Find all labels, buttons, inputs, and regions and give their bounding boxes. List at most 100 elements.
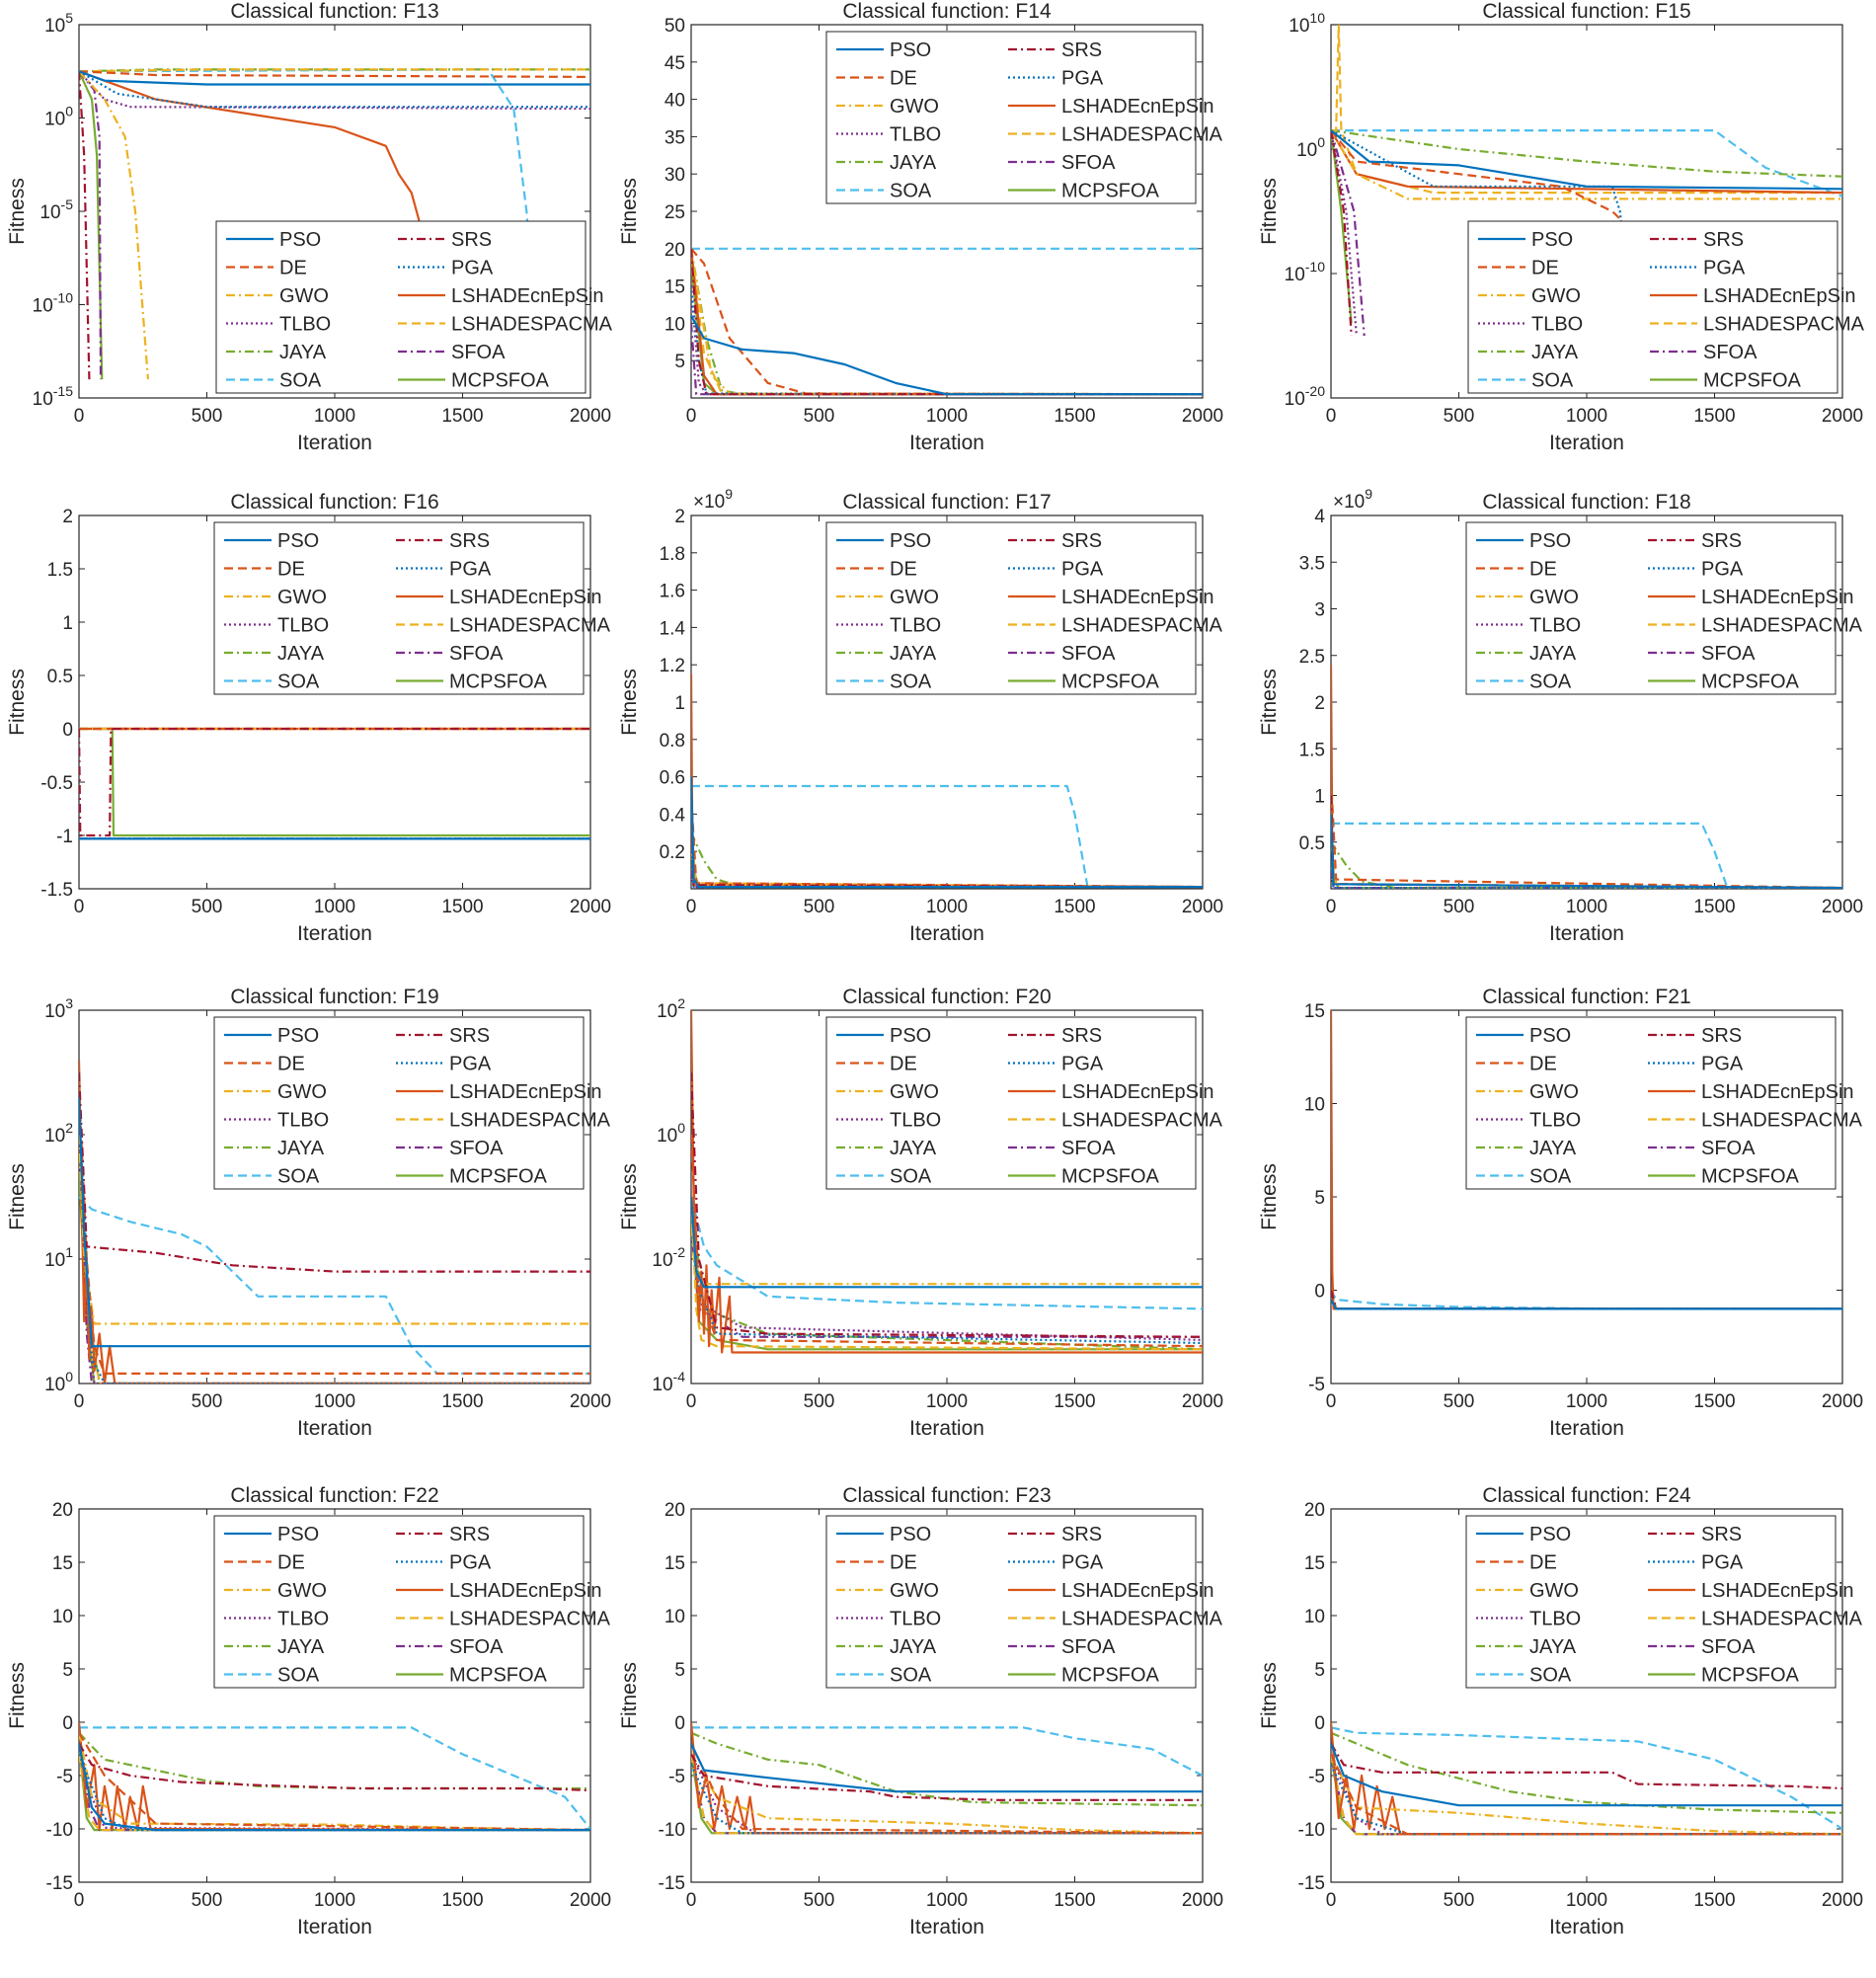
x-tick-label: 500	[804, 406, 835, 427]
x-tick-label: 2000	[1822, 897, 1863, 917]
chart-title: Classical function: F15	[1482, 0, 1690, 23]
series-line-jaya	[691, 1731, 1203, 1807]
series-line-lshadespacma	[691, 1196, 1203, 1351]
legend-label-srs: SRS	[451, 229, 492, 251]
y-tick-label: 1	[1314, 787, 1325, 808]
legend-label-mcpsfoa: MCPSFOA	[1701, 1166, 1800, 1188]
legend-label-gwo: GWO	[1529, 1081, 1579, 1103]
series-line-pso	[691, 315, 1203, 396]
legend-label-lshadecnepsin: LSHADEcnEpSin	[1061, 96, 1214, 118]
legend-label-tlbo: TLBO	[279, 314, 331, 336]
x-tick-label: 1500	[1693, 406, 1735, 427]
y-tick-label: 35	[664, 127, 685, 148]
series-line-soa	[1331, 1726, 1842, 1830]
x-tick-label: 1000	[1566, 1890, 1607, 1911]
x-tick-label: 1000	[926, 897, 968, 917]
legend-label-mcpsfoa: MCPSFOA	[1701, 672, 1800, 693]
legend-label-pso: PSO	[1529, 1025, 1571, 1047]
series-group	[1331, 25, 1842, 337]
y-tick-label: 0	[62, 1713, 73, 1734]
legend-label-mcpsfoa: MCPSFOA	[1061, 181, 1160, 202]
series-line-lshadespacma	[1331, 25, 1842, 195]
x-tick-label: 500	[1444, 1391, 1475, 1412]
series-line-pso	[1331, 129, 1842, 191]
x-tick-label: 0	[74, 1890, 85, 1911]
x-tick-label: 0	[74, 1391, 85, 1412]
y-tick-label: -5	[1308, 1375, 1325, 1395]
y-tick-label: 0.5	[1299, 833, 1325, 854]
y-tick-label: 15	[52, 1553, 73, 1574]
legend-label-lshadespacma: LSHADESPACMA	[449, 615, 611, 637]
x-axis-label: Iteration	[1549, 432, 1624, 454]
legend-label-pga: PGA	[1703, 258, 1746, 279]
series-line-srs	[1331, 129, 1353, 337]
legend-label-jaya: JAYA	[279, 342, 327, 363]
legend-label-mcpsfoa: MCPSFOA	[449, 1166, 548, 1188]
legend: PSO SRS DE PGA GWO LSHADEcnEpSin TLBO LSHADESPA…	[213, 1515, 611, 1689]
x-tick-label: 0	[686, 406, 697, 427]
chart-panel-20: Classical function: F20 0 500 1000 1500 2000 I…	[618, 986, 1223, 1440]
x-tick-label: 1500	[1693, 1890, 1735, 1911]
legend-label-sfoa: SFOA	[1701, 643, 1756, 665]
legend-label-soa: SOA	[890, 672, 932, 693]
x-tick-label: 2000	[1182, 406, 1223, 427]
series-line-tlbo	[691, 285, 1203, 396]
legend-label-pga: PGA	[1061, 68, 1104, 90]
legend-label-gwo: GWO	[890, 1081, 939, 1103]
legend-label-pso: PSO	[1529, 1524, 1571, 1545]
y-tick-label: 1	[62, 613, 73, 634]
y-axis-label: Fitness	[618, 1163, 641, 1230]
legend-label-lshadespacma: LSHADESPACMA	[1061, 615, 1223, 637]
legend-label-pga: PGA	[1701, 1552, 1744, 1574]
y-tick-label: 1.8	[660, 544, 685, 565]
y-tick-label: 0.8	[660, 731, 685, 752]
series-line-srs	[79, 727, 590, 837]
series-line-pso	[79, 1743, 590, 1832]
y-tick-label: 15	[1304, 1553, 1325, 1574]
series-line-soa	[691, 1726, 1203, 1777]
legend-label-pso: PSO	[890, 1025, 931, 1047]
legend-label-lshadespacma: LSHADESPACMA	[1703, 314, 1865, 336]
series-line-tlbo	[691, 1196, 1203, 1341]
series-line-pso	[1331, 1299, 1842, 1310]
x-tick-label: 1500	[1054, 897, 1095, 917]
legend-label-jaya: JAYA	[277, 1636, 325, 1658]
legend-label-sfoa: SFOA	[1701, 1138, 1756, 1159]
x-axis-label: Iteration	[909, 1417, 984, 1440]
legend-label-jaya: JAYA	[1529, 1636, 1577, 1658]
legend-label-de: DE	[277, 1054, 305, 1075]
series-line-soa	[691, 1196, 1203, 1310]
series-line-de	[1331, 129, 1639, 237]
chart-title: Classical function: F23	[842, 1484, 1051, 1507]
x-tick-label: 2000	[1182, 1890, 1223, 1911]
y-tick-label: -10	[1298, 1820, 1325, 1841]
legend-label-srs: SRS	[1701, 1524, 1742, 1545]
x-tick-label: 2000	[1822, 1890, 1863, 1911]
y-tick-label: 20	[52, 1500, 73, 1521]
y-tick-label: 100	[1296, 134, 1325, 161]
legend-label-soa: SOA	[277, 672, 320, 693]
legend-label-gwo: GWO	[890, 1580, 939, 1602]
series-line-gwo	[79, 1134, 590, 1325]
y-tick-label: 1.6	[660, 582, 685, 602]
y-tick-label: 2	[674, 507, 685, 527]
series-line-gwo	[1331, 1753, 1842, 1836]
legend-box	[215, 220, 586, 394]
legend-label-mcpsfoa: MCPSFOA	[1061, 1166, 1160, 1188]
x-tick-label: 500	[1444, 1890, 1475, 1911]
x-tick-label: 2000	[1182, 1391, 1223, 1412]
series-line-srs	[79, 71, 91, 380]
legend-label-pga: PGA	[449, 1552, 492, 1574]
legend-label-sfoa: SFOA	[449, 1636, 504, 1658]
legend-label-lshadespacma: LSHADESPACMA	[449, 1609, 611, 1630]
series-line-srs	[691, 1753, 1203, 1801]
legend-label-tlbo: TLBO	[277, 1609, 329, 1630]
chart-panel-24: Classical function: F24 0 500 1000 1500 2000 I…	[1258, 1484, 1863, 1938]
y-tick-label: 5	[1314, 1660, 1325, 1681]
legend-label-pso: PSO	[890, 40, 931, 61]
x-tick-label: 0	[686, 897, 697, 917]
series-group	[79, 727, 590, 840]
y-axis-label: Fitness	[1258, 178, 1281, 245]
series-group	[691, 1010, 1203, 1354]
